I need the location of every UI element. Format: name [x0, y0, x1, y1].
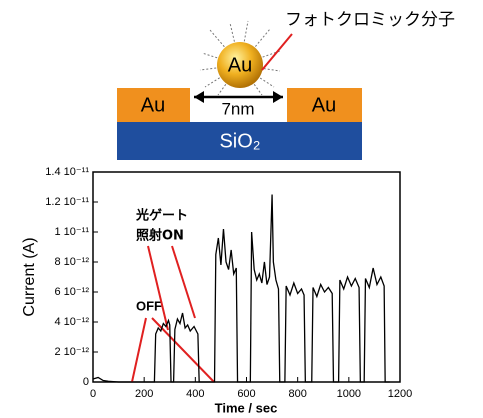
y-tick-label: 1 10⁻¹¹	[54, 226, 89, 238]
y-tick-label: 8 10⁻¹²	[54, 256, 89, 268]
y-axis-label: Current (A)	[21, 237, 38, 316]
y-tick-label: 1.4 10⁻¹¹	[45, 166, 89, 178]
ball-label: Au	[228, 54, 252, 76]
y-tick-label: 4 10⁻¹²	[54, 316, 89, 328]
x-axis-label: Time / sec	[215, 400, 278, 415]
x-tick-label: 800	[288, 388, 306, 400]
y-tick-label: 2 10⁻¹²	[54, 346, 89, 358]
molecule-label: フォトクロミック分子	[285, 10, 455, 30]
annotation: OFF	[136, 298, 162, 313]
x-tick-label: 1200	[388, 388, 412, 400]
left-pad-label: Au	[141, 94, 165, 116]
x-tick-label: 600	[237, 388, 255, 400]
x-tick-label: 1000	[337, 388, 361, 400]
y-tick-label: 0	[83, 376, 89, 388]
pointer	[262, 34, 292, 70]
annotation: 照射ON	[136, 228, 184, 244]
gap-label: 7nm	[221, 99, 254, 118]
figure: Au Au Au 7nm SiO₂ フォトクロミック分子 Current (A)…	[0, 0, 483, 418]
x-tick-label: 200	[135, 388, 153, 400]
y-tick-label: 1.2 10⁻¹¹	[45, 196, 89, 208]
x-tick-label: 0	[90, 388, 96, 400]
annotation: 光ゲート	[135, 208, 188, 224]
schematic: Au Au Au 7nm SiO₂ フォトクロミック分子	[117, 10, 455, 160]
annotation-lines	[132, 246, 214, 382]
substrate-label: SiO₂	[219, 130, 260, 152]
y-tick-label: 6 10⁻¹²	[54, 286, 89, 298]
right-pad-label: Au	[312, 94, 336, 116]
x-tick-label: 400	[186, 388, 204, 400]
